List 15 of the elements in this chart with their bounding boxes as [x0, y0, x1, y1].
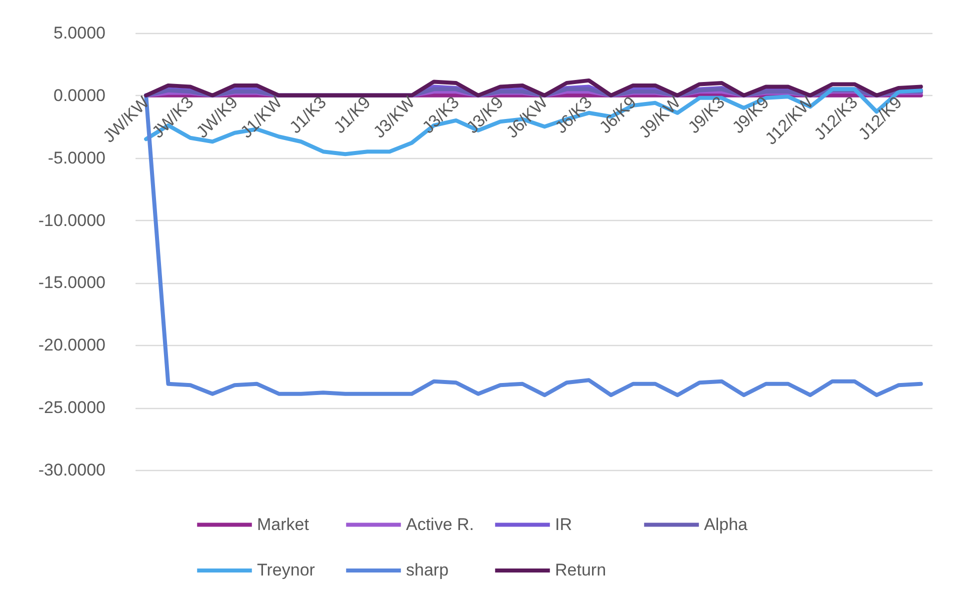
y-tick-label: -20.0000 — [38, 336, 106, 355]
y-tick-label: -5.0000 — [48, 148, 106, 168]
legend-label: Treynor — [257, 560, 316, 580]
legend-label: Market — [257, 514, 310, 534]
legend-label: Return — [555, 560, 606, 580]
y-tick-label: -30.0000 — [38, 460, 106, 480]
legend-label: Active R. — [406, 514, 474, 534]
y-tick-label: 5.0000 — [54, 24, 106, 42]
y-tick-label: -15.0000 — [38, 273, 106, 292]
legend-label: IR — [555, 514, 572, 534]
legend-label: sharp — [406, 560, 449, 580]
legend-label: Alpha — [704, 514, 748, 534]
y-tick-label: 0.0000 — [54, 86, 106, 105]
y-tick-label: -10.0000 — [38, 210, 106, 230]
y-tick-label: -25.0000 — [38, 398, 106, 418]
